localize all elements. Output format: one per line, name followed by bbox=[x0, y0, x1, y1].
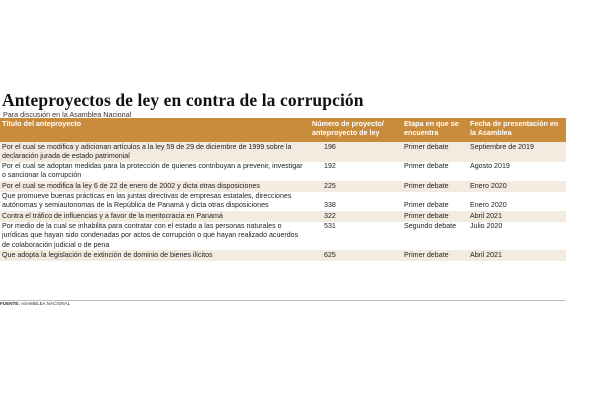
cell-etapa: Primer debate bbox=[402, 142, 468, 162]
table-header-row: Título del anteproyecto Número de proyec… bbox=[0, 118, 566, 142]
header-etapa: Etapa en que se encuentra bbox=[402, 118, 468, 142]
cell-numero: 225 bbox=[310, 181, 402, 192]
table-row: Por el cual se modifica la ley 6 de 22 d… bbox=[0, 181, 566, 192]
table-row: Contra el tráfico de influencias y a fav… bbox=[0, 211, 566, 222]
header-fecha: Fecha de presentación en la Asamblea bbox=[468, 118, 566, 142]
table-row: Por el cual se modifica y adicionan artí… bbox=[0, 142, 566, 162]
cell-titulo: Contra el tráfico de influencias y a fav… bbox=[0, 211, 310, 222]
cell-numero: 338 bbox=[324, 201, 336, 210]
cell-numero: 322 bbox=[310, 211, 402, 222]
cell-etapa: Segundo debate bbox=[404, 222, 457, 231]
cell-etapa: Primer debate bbox=[402, 250, 468, 261]
table-row: Que promueve buenas prácticas en las jun… bbox=[0, 192, 566, 212]
cell-titulo: Que adopta la legislación de extinción d… bbox=[0, 250, 310, 261]
table-row: Por medio de la cual se inhabilita para … bbox=[0, 222, 566, 251]
cell-etapa: Primer debate bbox=[402, 211, 468, 222]
cell-titulo: Que promueve buenas prácticas en las jun… bbox=[2, 192, 292, 210]
cell-numero: 531 bbox=[324, 222, 336, 231]
source-text: ASAMBLEA NACIONAL bbox=[20, 301, 71, 306]
table-row: Que adopta la legislación de extinción d… bbox=[0, 250, 566, 261]
cell-fecha: Enero 2020 bbox=[468, 181, 566, 192]
page-subtitle: Para discusión en la Asamblea Nacional bbox=[3, 110, 132, 119]
header-numero: Número de proyecto/ anteproyecto de ley bbox=[310, 118, 402, 142]
cell-titulo: Por medio de la cual se inhabilita para … bbox=[2, 222, 299, 249]
cell-fecha: Julio 2020 bbox=[470, 222, 503, 231]
bills-table: Título del anteproyecto Número de proyec… bbox=[0, 118, 566, 261]
header-titulo: Título del anteproyecto bbox=[0, 118, 310, 142]
cell-etapa: Primer debate bbox=[402, 181, 468, 192]
cell-titulo: Por el cual se modifica y adicionan artí… bbox=[0, 142, 310, 162]
source-label: FUENTE: bbox=[0, 301, 20, 306]
cell-titulo: Por el cual se adoptan medidas para la p… bbox=[2, 162, 303, 180]
cell-fecha: Enero 2020 bbox=[470, 201, 507, 210]
page-title: Anteproyectos de ley en contra de la cor… bbox=[2, 90, 364, 110]
cell-numero: 192 bbox=[324, 162, 336, 171]
table-bottom-rule bbox=[0, 300, 566, 301]
cell-numero: 625 bbox=[310, 250, 402, 261]
cell-etapa: Primer debate bbox=[404, 201, 449, 210]
cell-fecha: Abril 2021 bbox=[468, 211, 566, 222]
cell-fecha: Agosto 2019 bbox=[470, 162, 510, 171]
cell-fecha: Septiembre de 2019 bbox=[468, 142, 566, 162]
cell-numero: 196 bbox=[310, 142, 402, 162]
cell-titulo: Por el cual se modifica la ley 6 de 22 d… bbox=[0, 181, 310, 192]
cell-fecha: Abril 2021 bbox=[468, 250, 566, 261]
source-note: FUENTE: ASAMBLEA NACIONAL bbox=[0, 301, 70, 306]
cell-etapa: Primer debate bbox=[404, 162, 449, 171]
table-row: Por el cual se adoptan medidas para la p… bbox=[0, 162, 566, 182]
